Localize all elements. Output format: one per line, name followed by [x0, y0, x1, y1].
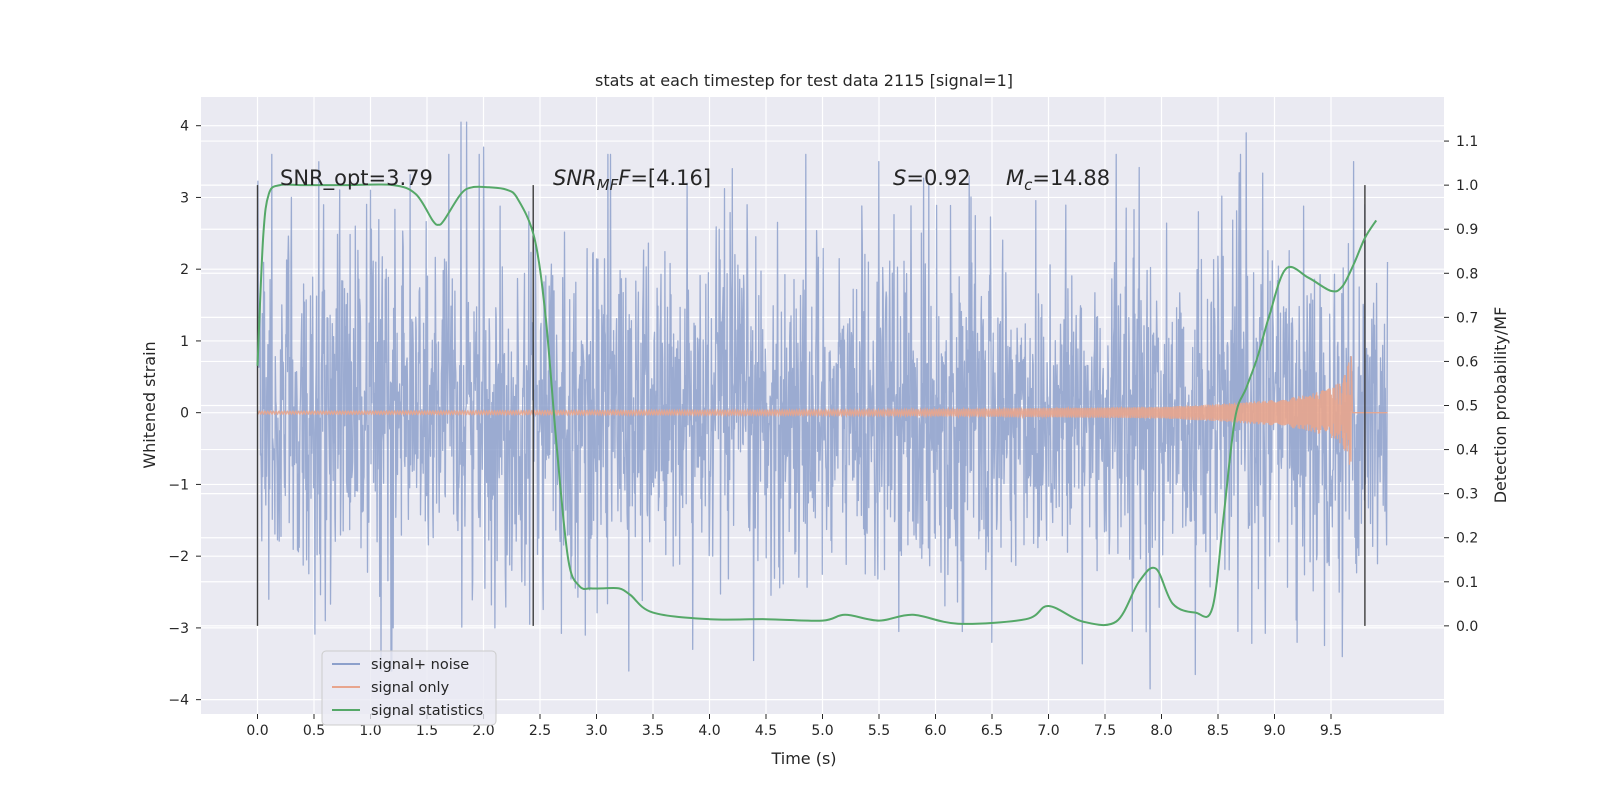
snr-mf-value: =[4.16] [630, 166, 711, 190]
x-tick-label: 0.5 [303, 723, 325, 739]
x-tick-label: 3.0 [585, 723, 607, 739]
legend-label-signal-noise: signal+ noise [371, 657, 469, 673]
y-axis-label: Whitened strain [140, 341, 159, 468]
x-axis-label: Time (s) [770, 749, 836, 768]
x-tick-label: 9.0 [1263, 723, 1285, 739]
x-tick-label: 7.5 [1094, 723, 1116, 739]
y-tick-label: 2 [180, 262, 189, 278]
chart-title: stats at each timestep for test data 211… [595, 71, 1013, 90]
y-tick-label: −2 [168, 549, 189, 565]
x-tick-label: 3.5 [642, 723, 664, 739]
x-tick-label: 9.5 [1320, 723, 1342, 739]
x-tick-label: 4.5 [755, 723, 777, 739]
y2-tick-label: 1.0 [1456, 178, 1478, 194]
annotation-s: S=0.92 [893, 166, 971, 190]
x-tick-label: 7.0 [1037, 723, 1059, 739]
legend: signal+ noise signal only signal statist… [321, 650, 497, 726]
signal-only-line [256, 356, 1388, 465]
y-tick-label: −3 [168, 621, 189, 637]
series-signal-statistics [256, 183, 1378, 627]
vertical-markers [256, 185, 1366, 626]
signal-statistics-line [256, 183, 1378, 627]
y2-axis-label: Detection probability/MF [1491, 307, 1510, 504]
y2-tick-label: 0.5 [1456, 399, 1478, 415]
y2-tick-label: 0.2 [1456, 531, 1478, 547]
legend-label-signal-only: signal only [371, 680, 450, 696]
y-tick-label: −4 [168, 693, 189, 709]
y2-tick-label: 0.8 [1456, 266, 1478, 282]
x-tick-label: 6.0 [924, 723, 946, 739]
s-symbol: S [893, 166, 906, 190]
x-tick-label: 8.0 [1150, 723, 1172, 739]
mc-symbol: M [1006, 166, 1024, 190]
y2-tick-label: 0.1 [1456, 575, 1478, 591]
x-tick-label: 2.0 [472, 723, 494, 739]
y-tick-label: 1 [180, 334, 189, 350]
y2-tick-label: 0.6 [1456, 354, 1478, 370]
x-tick-label: 2.5 [529, 723, 551, 739]
x-tick-label: 1.0 [359, 723, 381, 739]
y2-tick-label: 0.0 [1456, 619, 1478, 635]
x-tick-label: 8.5 [1207, 723, 1229, 739]
y-tick-label: −1 [168, 477, 189, 493]
annotation-mc: Mc=14.88 [1006, 166, 1110, 194]
y2-tick-label: 0.7 [1456, 310, 1478, 326]
y2-tick-label: 0.3 [1456, 487, 1478, 503]
mc-value: =14.88 [1032, 166, 1110, 190]
series-signal-noise [256, 121, 1389, 690]
x-tick-label: 5.5 [868, 723, 890, 739]
x-tick-label: 0.0 [246, 723, 268, 739]
annotation-snr-opt: SNR_opt=3.79 [280, 166, 433, 191]
x-ticks: 0.0 0.5 1.0 1.5 2.0 2.5 3.0 3.5 4.0 4.5 5.0 5.5 6.0 6… [246, 714, 1342, 739]
x-tick-label: 1.5 [416, 723, 438, 739]
legend-label-signal-statistics: signal statistics [371, 703, 483, 719]
x-tick-label: 4.0 [698, 723, 720, 739]
snr-mf-symbol: SNR [553, 166, 597, 190]
mc-sub: c [1024, 176, 1033, 194]
y2-tick-label: 0.9 [1456, 222, 1478, 238]
series-signal-only [256, 356, 1388, 465]
s-value: =0.92 [906, 166, 970, 190]
y2-tick-label: 0.4 [1456, 443, 1478, 459]
snr-mf-sub: MF [597, 176, 619, 194]
y2-ticks: 0.0 0.1 0.2 0.3 0.4 0.5 0.6 0.7 0.8 0.9 1.0 1.1 [1444, 134, 1478, 635]
signal-noise-line [256, 121, 1389, 690]
y-ticks: −4 −3 −2 −1 0 1 2 3 4 [168, 119, 201, 709]
annotation-snr-mf: SNRMFF=[4.16] [553, 166, 711, 194]
legend-box [321, 650, 497, 726]
snr-mf-f: F [618, 166, 631, 190]
y2-tick-label: 1.1 [1456, 134, 1478, 150]
y-tick-label: 0 [180, 406, 189, 422]
x-tick-label: 6.5 [981, 723, 1003, 739]
x-tick-label: 5.0 [811, 723, 833, 739]
y-tick-label: 3 [180, 190, 189, 206]
y-tick-label: 4 [180, 119, 189, 135]
